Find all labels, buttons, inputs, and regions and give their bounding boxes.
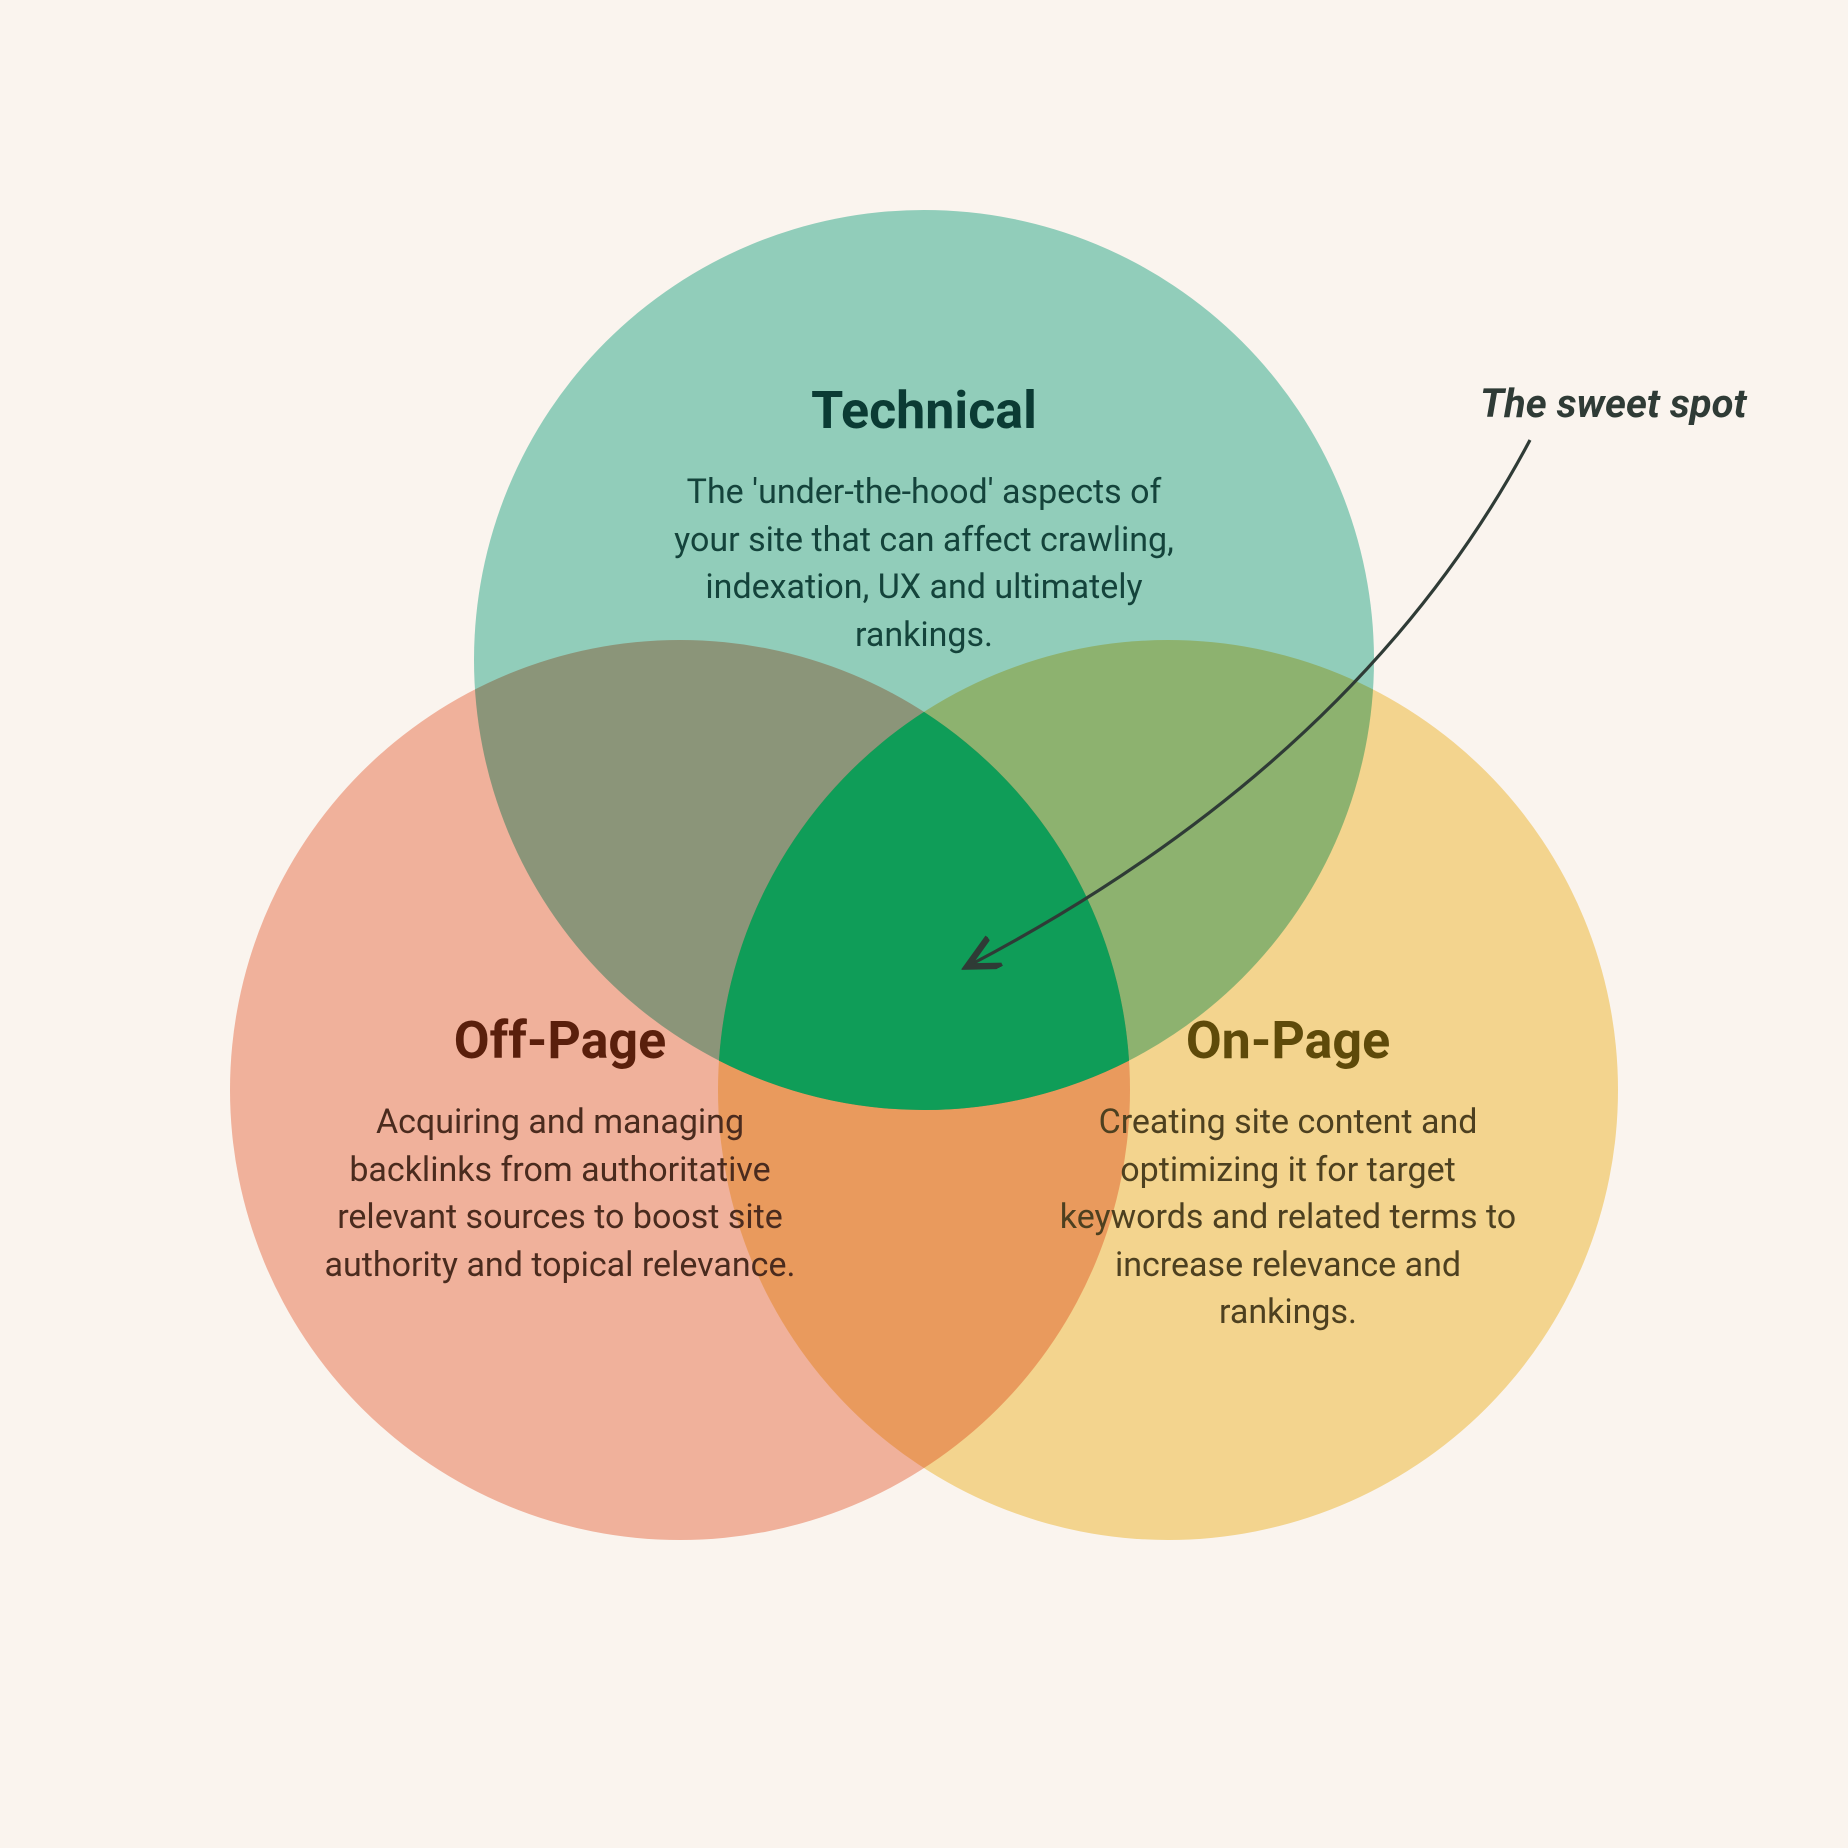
sweet-spot-arrow (0, 0, 1848, 1848)
venn-diagram: Technical The 'under-the-hood' aspects o… (0, 0, 1848, 1848)
